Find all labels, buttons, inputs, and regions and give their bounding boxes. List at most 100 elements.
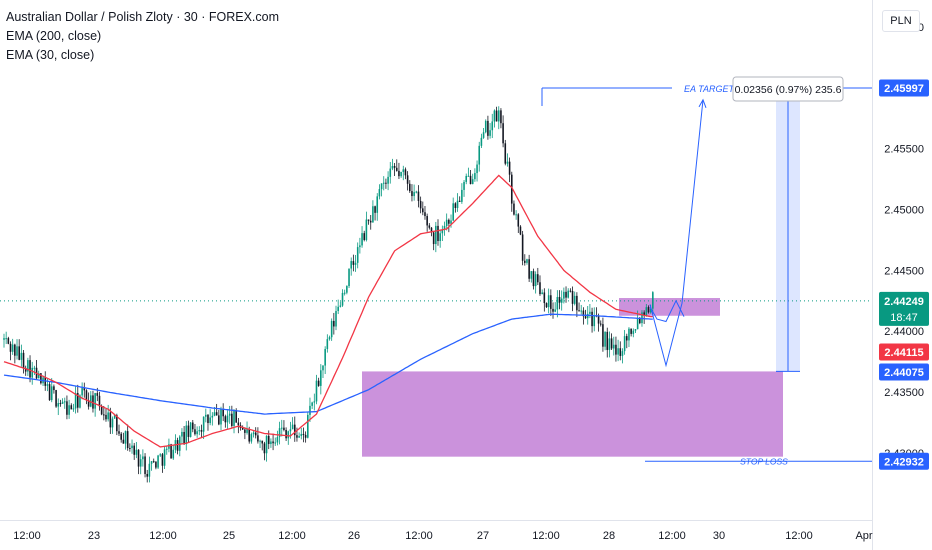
candle-body bbox=[619, 348, 622, 356]
candle-body bbox=[250, 434, 253, 442]
candle-body bbox=[543, 292, 546, 304]
candle-body bbox=[519, 226, 522, 235]
candles bbox=[3, 106, 654, 483]
candle-body bbox=[107, 412, 109, 420]
candle-body bbox=[539, 282, 541, 295]
candle-body bbox=[3, 338, 5, 340]
candle-body bbox=[246, 429, 248, 433]
y-tick-label: 2.45500 bbox=[884, 144, 924, 156]
candle-body bbox=[324, 348, 326, 366]
candle-body bbox=[586, 313, 589, 319]
candle-body bbox=[515, 214, 517, 216]
candle-body bbox=[339, 305, 342, 307]
candle-body bbox=[291, 424, 294, 430]
candle-body bbox=[458, 200, 461, 202]
candle-body bbox=[11, 344, 14, 352]
candle-body bbox=[74, 392, 77, 409]
candle-body bbox=[20, 352, 23, 360]
candle-body bbox=[131, 445, 133, 449]
candle-body bbox=[126, 431, 129, 449]
candle-body bbox=[307, 414, 309, 438]
candle-body bbox=[14, 344, 16, 356]
candle-body bbox=[467, 175, 470, 177]
candle-body bbox=[261, 440, 264, 444]
candle-body bbox=[113, 415, 116, 419]
candle-body bbox=[389, 168, 392, 177]
candle-body bbox=[478, 145, 481, 165]
candle-body bbox=[448, 219, 450, 224]
candle-body bbox=[474, 173, 476, 180]
candle-body bbox=[133, 445, 135, 455]
candle-body bbox=[400, 171, 402, 177]
candle-body bbox=[510, 174, 513, 204]
candle-body bbox=[59, 403, 62, 405]
candle-body bbox=[120, 433, 122, 440]
candle-body bbox=[380, 183, 383, 190]
candle-body bbox=[382, 182, 385, 184]
candle-body bbox=[556, 296, 559, 310]
candle-body bbox=[209, 417, 211, 424]
candle-body bbox=[111, 418, 114, 428]
candle-body bbox=[385, 182, 387, 184]
candle-body bbox=[352, 261, 355, 265]
x-tick-label: 12:00 bbox=[149, 530, 177, 542]
target-price-badge-bg bbox=[879, 79, 929, 97]
projection-zigzag bbox=[649, 299, 685, 323]
symbol-title[interactable]: Australian Dollar / Polish Zloty · 30 · … bbox=[6, 10, 279, 24]
candle-body bbox=[573, 295, 576, 304]
candle-body bbox=[393, 166, 396, 168]
candle-body bbox=[72, 408, 75, 410]
chart-legend: Australian Dollar / Polish Zloty · 30 · … bbox=[6, 8, 279, 65]
candle-body bbox=[76, 392, 79, 408]
candle-body bbox=[569, 290, 572, 292]
candle-body bbox=[79, 395, 81, 408]
candle-body bbox=[604, 331, 606, 347]
candle-body bbox=[152, 461, 155, 463]
candle-body bbox=[228, 413, 231, 416]
candle-body bbox=[493, 110, 496, 122]
candle-body bbox=[391, 166, 394, 169]
measure-label: 0.02356 (0.97%) 235.6 bbox=[735, 84, 842, 96]
candle-body bbox=[48, 384, 51, 401]
candle-body bbox=[491, 121, 494, 131]
ema-30-line bbox=[3, 174, 653, 448]
candle-body bbox=[98, 395, 101, 407]
candle-body bbox=[9, 343, 12, 352]
ema-30-price-badge: 2.44115 bbox=[884, 347, 923, 359]
target-price-badge: 2.45997 bbox=[884, 83, 924, 95]
x-tick-label: 12:00 bbox=[13, 530, 41, 542]
candle-body bbox=[61, 401, 64, 404]
currency-label[interactable]: PLN bbox=[882, 10, 920, 32]
candle-body bbox=[428, 225, 431, 228]
candle-body bbox=[187, 425, 190, 437]
candle-body bbox=[270, 441, 272, 444]
candle-body bbox=[241, 427, 244, 430]
candle-body bbox=[161, 454, 164, 466]
candle-body bbox=[18, 346, 20, 360]
candle-body bbox=[87, 400, 90, 407]
measure-label-box bbox=[732, 76, 844, 102]
candle-body bbox=[335, 310, 337, 327]
candle-body bbox=[560, 298, 563, 303]
candle-body bbox=[139, 459, 142, 467]
candle-body bbox=[267, 435, 270, 444]
ema-30-indicator-label[interactable]: EMA (30, close) bbox=[6, 48, 95, 62]
candle-body bbox=[571, 290, 574, 304]
candle-body bbox=[432, 232, 435, 245]
candle-body bbox=[530, 271, 533, 279]
y-tick-label: 2.45000 bbox=[884, 204, 924, 216]
candle-body bbox=[207, 414, 209, 424]
candle-body bbox=[343, 292, 346, 294]
candle-body bbox=[363, 233, 366, 240]
candle-body bbox=[129, 448, 131, 450]
candle-body bbox=[372, 206, 374, 223]
candle-body bbox=[50, 386, 53, 401]
candle-body bbox=[46, 384, 49, 386]
candle-body bbox=[302, 433, 305, 435]
candle-body bbox=[528, 259, 530, 279]
candle-body bbox=[276, 437, 279, 443]
candle-body bbox=[537, 274, 539, 283]
candle-body bbox=[27, 360, 29, 372]
ema-200-indicator-label[interactable]: EMA (200, close) bbox=[6, 29, 102, 43]
